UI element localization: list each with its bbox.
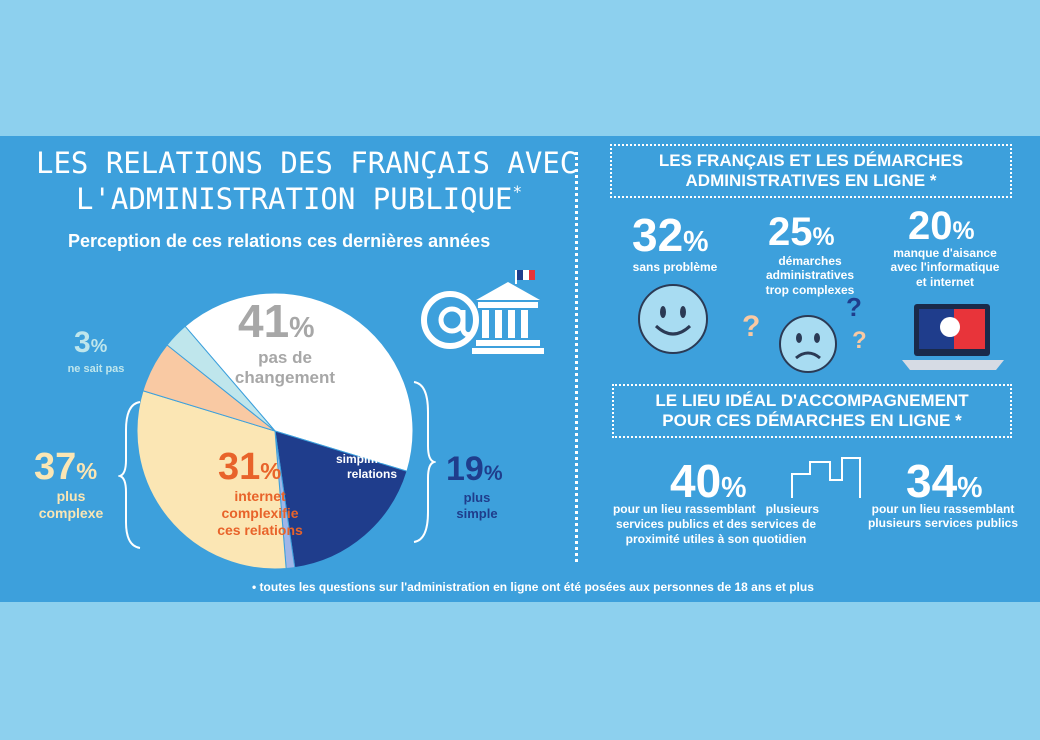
building-icon — [472, 282, 544, 354]
stat-3-label: ne sait pas — [67, 363, 125, 375]
stat-31-label: internet complexifie ces relations — [217, 488, 303, 538]
stat-25-label: démarches administratives trop complexes — [765, 254, 855, 297]
pie-slice-1 — [274, 430, 408, 569]
pie-slice-0 — [184, 292, 414, 472]
question-mark-icon: ? — [742, 310, 760, 343]
main-title-text: L'ADMINISTRATION PUBLIQUE — [76, 182, 513, 216]
left-bracket — [118, 401, 141, 549]
stat-37-value: 37% — [34, 446, 98, 488]
french-flag-icon — [515, 270, 535, 284]
stat-34-value: 34% — [906, 455, 983, 507]
smiley-icon — [638, 284, 708, 354]
stat-18-label: internet simplifie ces relations — [335, 438, 409, 481]
question-mark-icon: ? — [846, 296, 862, 322]
stat-25-value: 25% — [768, 210, 835, 254]
pie-slice-5 — [166, 325, 276, 432]
at-building-icon-group — [421, 270, 544, 354]
stat-19-label: plus simple — [456, 490, 498, 521]
main-title-line2: L'ADMINISTRATION PUBLIQUE* — [76, 182, 522, 216]
box-lieu-ideal: LE LIEU IDÉAL D'ACCOMPAGNEMENT POUR CES … — [612, 384, 1012, 438]
title-asterisk: * — [512, 182, 523, 201]
stat-32-value: 32% — [632, 209, 709, 261]
main-title-line1: LES RELATIONS DES FRANÇAIS AVEC — [36, 146, 578, 180]
left-subtitle: Perception de ces relations ces dernière… — [68, 231, 491, 251]
at-sign-icon — [421, 291, 479, 349]
box1-line2: ADMINISTRATIVES EN LIGNE * — [685, 171, 937, 190]
stat-37-label: plus complexe — [38, 488, 104, 521]
stat-19-value: 19% — [446, 450, 503, 488]
infographic-panel: LES RELATIONS DES FRANÇAIS AVEC L'ADMINI… — [0, 136, 1040, 602]
question-mark-icon: ? — [852, 327, 867, 354]
stat-20-value: 20% — [908, 204, 975, 248]
laptop-icon — [902, 304, 1004, 370]
stat-31-value: 31% — [218, 446, 282, 488]
sad-face-icon — [779, 315, 837, 373]
footnote: • toutes les questions sur l'administrat… — [252, 580, 814, 594]
stat-3-value: 3% — [74, 326, 108, 359]
box2-line2: POUR CES DÉMARCHES EN LIGNE * — [662, 411, 962, 430]
sad-face-icon-group: ? ? ? — [742, 296, 867, 373]
vertical-divider — [575, 152, 578, 562]
stat-40-value: 40% — [670, 455, 747, 507]
stat-34-label: pour un lieu rassemblant plusieurs servi… — [867, 502, 1019, 531]
box2-line1: LE LIEU IDÉAL D'ACCOMPAGNEMENT — [655, 391, 969, 411]
stat-20-label: manque d'aisance avec l'informatique et … — [890, 246, 1000, 289]
box1-line1: LES FRANÇAIS ET LES DÉMARCHES — [658, 151, 964, 171]
box-demarches-en-ligne: LES FRANÇAIS ET LES DÉMARCHES ADMINISTRA… — [610, 144, 1012, 198]
stat-41-label: pas de changement — [234, 348, 336, 388]
right-bracket — [413, 381, 436, 543]
pie-slice-3 — [136, 390, 287, 570]
stat-40-label: pour un lieu rassemblant plusieurs servi… — [612, 502, 820, 546]
stat-32-label: sans problème — [632, 260, 718, 274]
stat-41-value: 41% — [238, 295, 315, 347]
buildings-outline-icon — [791, 457, 861, 498]
pie-chart — [136, 292, 414, 570]
stat-18-value: 18% — [338, 398, 395, 436]
